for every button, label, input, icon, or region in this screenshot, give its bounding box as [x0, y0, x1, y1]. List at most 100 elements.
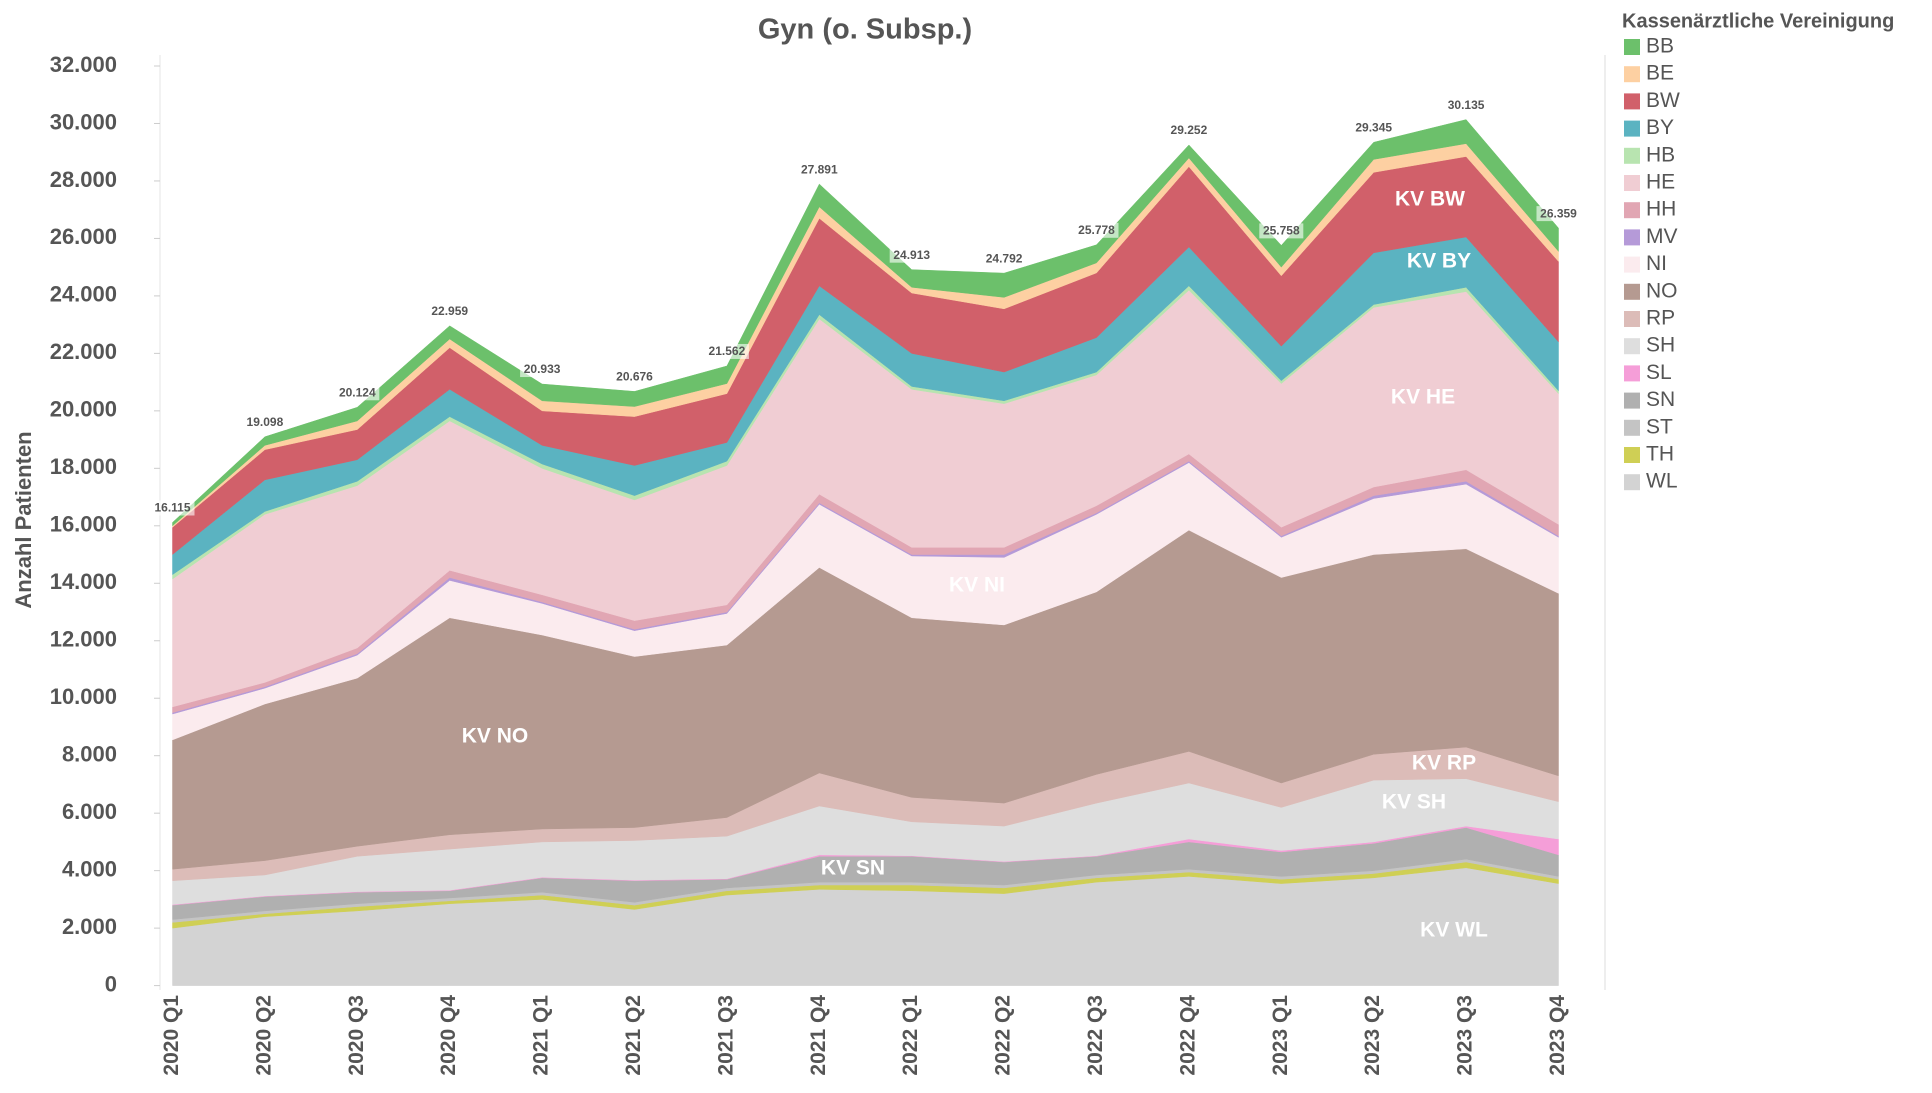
legend-swatch: [1624, 338, 1640, 355]
legend-label: HE: [1646, 171, 1675, 194]
total-label: 16.115: [154, 501, 190, 515]
area-label: KV WL: [1420, 919, 1488, 942]
legend-label: BB: [1646, 35, 1674, 58]
legend-label: SN: [1646, 388, 1675, 411]
legend-label: HH: [1646, 198, 1676, 221]
total-label: 19.098: [247, 415, 284, 429]
area-label: KV BY: [1407, 250, 1471, 273]
x-tick-label: 2020 Q4: [437, 995, 460, 1076]
area: [172, 119, 1559, 527]
x-tick-label: 2020 Q1: [160, 995, 183, 1076]
legend-label: SH: [1646, 334, 1675, 357]
total-label-bg: [889, 247, 934, 263]
legend-swatch: [1624, 311, 1640, 327]
legend-swatch: [1624, 120, 1640, 137]
total-label: 21.562: [709, 344, 746, 358]
x-tick-label: 2022 Q1: [899, 995, 922, 1076]
y-tick-label: 10.000: [50, 684, 117, 709]
legend-label: BY: [1646, 116, 1674, 139]
x-tick-label: 2022 Q2: [992, 995, 1015, 1076]
total-label: 20.124: [339, 385, 376, 399]
legend-label: RP: [1646, 307, 1675, 330]
y-tick-label: 22.000: [50, 339, 117, 364]
y-tick-label: 6.000: [62, 799, 117, 824]
total-label-bg: [427, 303, 472, 319]
y-tick-label: 2.000: [62, 914, 117, 939]
legend-title: Kassenärztliche Vereinigung: [1622, 10, 1894, 32]
total-label: 29.345: [1355, 120, 1392, 134]
legend-swatch: [1624, 392, 1640, 409]
legend-swatch: [1624, 447, 1640, 463]
total-label-bg: [1444, 97, 1489, 113]
total-label: 25.758: [1263, 224, 1300, 238]
area-label: KV NO: [462, 725, 529, 748]
legend-label: MV: [1646, 225, 1678, 248]
total-label: 20.676: [616, 370, 653, 384]
chart-title: Gyn (o. Subsp.): [758, 14, 972, 46]
total-label: 24.913: [893, 248, 930, 262]
y-tick-label: 30.000: [50, 109, 117, 134]
y-tick-label: 12.000: [50, 627, 117, 652]
legend-swatch: [1624, 474, 1640, 491]
legend-swatch: [1624, 202, 1640, 219]
total-label: 26.359: [1540, 206, 1577, 220]
legend-swatch: [1624, 93, 1640, 110]
legend-swatch: [1624, 39, 1640, 55]
x-tick-label: 2022 Q4: [1176, 995, 1199, 1076]
area-label: KV HE: [1391, 386, 1455, 409]
total-label: 20.933: [524, 362, 561, 376]
y-tick-label: 0: [105, 971, 117, 996]
area-label: KV RP: [1412, 752, 1476, 775]
y-tick-label: 32.000: [50, 52, 117, 77]
legend-label: ST: [1646, 415, 1673, 438]
legend-label: WL: [1646, 470, 1678, 493]
y-tick-label: 20.000: [50, 397, 117, 422]
x-tick-label: 2022 Q3: [1084, 995, 1107, 1076]
x-tick-label: 2020 Q3: [345, 995, 368, 1076]
legend-swatch: [1624, 256, 1640, 273]
x-tick-label: 2023 Q2: [1361, 995, 1384, 1076]
legend-label: TH: [1646, 443, 1674, 466]
total-label: 22.959: [431, 304, 468, 318]
area-label: KV NI: [949, 574, 1005, 597]
y-tick-label: 14.000: [50, 569, 117, 594]
legend-swatch: [1624, 283, 1640, 300]
y-tick-label: 8.000: [62, 742, 117, 767]
total-label-bg: [1166, 122, 1211, 138]
legend-swatch: [1624, 365, 1640, 382]
y-tick-label: 26.000: [50, 224, 117, 249]
total-label: 30.135: [1448, 98, 1485, 112]
total-label-bg: [982, 251, 1027, 267]
total-label-bg: [612, 369, 657, 385]
x-tick-label: 2021 Q2: [622, 995, 645, 1076]
legend-label: BE: [1646, 62, 1674, 85]
total-label: 29.252: [1171, 123, 1208, 137]
x-tick-label: 2023 Q4: [1546, 995, 1569, 1076]
total-label: 24.792: [986, 251, 1023, 265]
total-label-bg: [1074, 222, 1119, 238]
total-label-bg: [242, 414, 287, 430]
total-label-bg: [704, 343, 749, 359]
legend-label: SL: [1646, 361, 1672, 384]
areas: [172, 119, 1559, 986]
x-tick-label: 2023 Q1: [1269, 995, 1292, 1076]
x-tick-label: 2021 Q3: [714, 995, 737, 1076]
x-tick-label: 2020 Q2: [252, 995, 275, 1076]
total-label-bg: [520, 362, 565, 378]
legend-swatch: [1624, 147, 1640, 164]
total-label: 25.778: [1078, 223, 1115, 237]
y-tick-label: 16.000: [50, 512, 117, 537]
y-tick-label: 24.000: [50, 282, 117, 307]
total-label-bg: [1259, 223, 1304, 239]
x-tick-label: 2021 Q1: [530, 995, 553, 1076]
area-label: KV SN: [821, 857, 885, 880]
legend-label: NO: [1646, 279, 1678, 302]
legend-swatch: [1624, 66, 1640, 83]
x-tick-label: 2021 Q4: [807, 995, 830, 1076]
legend-swatch: [1624, 419, 1640, 436]
x-tick-label: 2023 Q3: [1454, 995, 1477, 1076]
total-label-bg: [150, 500, 195, 516]
area-label: KV SH: [1382, 791, 1446, 814]
y-tick-label: 18.000: [50, 454, 117, 479]
